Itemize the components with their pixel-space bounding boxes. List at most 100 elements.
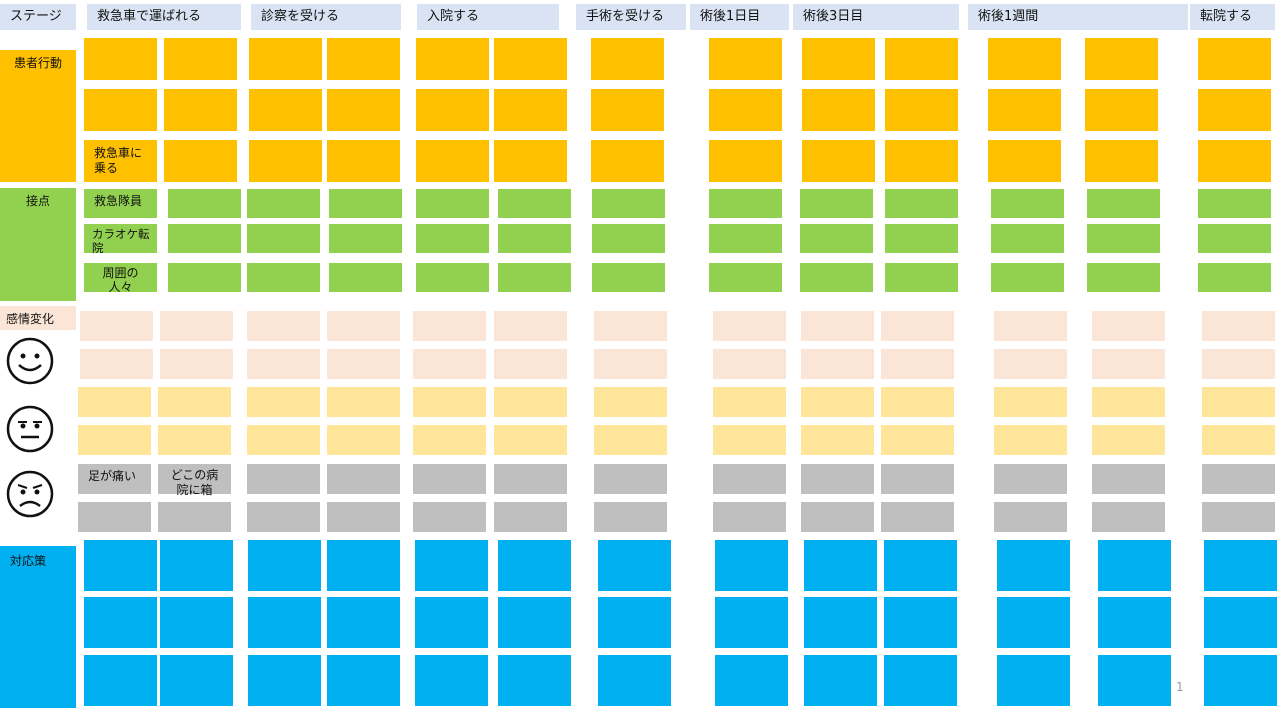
action-note[interactable] [249,89,322,131]
emotion-note[interactable] [881,464,954,494]
emotion-note[interactable] [881,502,954,532]
countermeasure-note[interactable] [84,540,157,591]
countermeasure-note[interactable] [598,597,671,648]
emotion-note[interactable] [994,502,1067,532]
action-note[interactable] [327,140,400,182]
countermeasure-note[interactable] [1204,655,1277,706]
action-note[interactable] [1085,38,1158,80]
emotion-note[interactable] [494,425,567,455]
countermeasure-note[interactable] [248,540,321,591]
countermeasure-note[interactable] [415,597,488,648]
emotion-note[interactable] [713,464,786,494]
emotion-note[interactable] [881,349,954,379]
emotion-note[interactable] [801,349,874,379]
action-note[interactable] [885,140,958,182]
emotion-note[interactable] [158,425,231,455]
action-note[interactable] [709,140,782,182]
action-note[interactable] [494,89,567,131]
touchpoint-note[interactable] [329,224,402,253]
countermeasure-note[interactable] [997,655,1070,706]
countermeasure-note[interactable] [715,655,788,706]
emotion-note[interactable] [247,311,320,341]
touchpoint-note[interactable] [592,263,665,292]
action-note[interactable] [416,38,489,80]
emotion-note[interactable] [994,387,1067,417]
emotion-note[interactable] [160,311,233,341]
emotion-note[interactable] [247,502,320,532]
countermeasure-note[interactable] [598,540,671,591]
action-note[interactable] [988,89,1061,131]
emotion-note[interactable] [413,502,486,532]
emotion-note[interactable] [1202,502,1275,532]
countermeasure-note[interactable] [997,540,1070,591]
countermeasure-note[interactable] [248,655,321,706]
action-note[interactable] [84,89,157,131]
emotion-note[interactable] [1202,311,1275,341]
emotion-note[interactable] [1092,349,1165,379]
action-note[interactable] [802,89,875,131]
action-note[interactable] [249,38,322,80]
action-note[interactable] [1085,140,1158,182]
emotion-note[interactable] [327,464,400,494]
emotion-note[interactable] [594,425,667,455]
emotion-note[interactable] [801,425,874,455]
emotion-note[interactable] [158,387,231,417]
countermeasure-note[interactable] [415,540,488,591]
emotion-note[interactable] [594,502,667,532]
countermeasure-note[interactable] [248,597,321,648]
emotion-note[interactable]: どこの病院に箱 [158,464,231,497]
countermeasure-note[interactable] [327,597,400,648]
countermeasure-note[interactable] [84,597,157,648]
emotion-note[interactable] [801,311,874,341]
countermeasure-note[interactable] [1098,540,1171,591]
emotion-note[interactable] [327,425,400,455]
touchpoint-note[interactable] [416,224,489,253]
action-note[interactable] [1198,89,1271,131]
emotion-note[interactable] [247,464,320,494]
action-note[interactable] [327,38,400,80]
emotion-note[interactable] [494,464,567,494]
touchpoint-note[interactable] [168,189,241,218]
emotion-note[interactable] [994,349,1067,379]
touchpoint-note[interactable] [709,263,782,292]
emotion-note[interactable] [247,387,320,417]
countermeasure-note[interactable] [1098,655,1171,706]
emotion-note[interactable] [494,502,567,532]
touchpoint-note[interactable] [592,189,665,218]
action-note[interactable] [164,140,237,182]
touchpoint-note[interactable] [991,224,1064,253]
emotion-note[interactable] [327,502,400,532]
touchpoint-note[interactable] [800,224,873,253]
touchpoint-note[interactable] [416,189,489,218]
emotion-note[interactable] [413,387,486,417]
touchpoint-note[interactable] [329,189,402,218]
action-note[interactable] [802,38,875,80]
countermeasure-note[interactable] [1204,540,1277,591]
emotion-note[interactable] [713,425,786,455]
action-note[interactable] [494,140,567,182]
touchpoint-note[interactable] [592,224,665,253]
emotion-note[interactable] [713,311,786,341]
action-note[interactable] [1198,140,1271,182]
action-note[interactable] [709,89,782,131]
countermeasure-note[interactable] [997,597,1070,648]
emotion-note[interactable] [1202,387,1275,417]
touchpoint-note[interactable] [800,189,873,218]
countermeasure-note[interactable] [327,540,400,591]
emotion-note[interactable] [801,387,874,417]
emotion-note[interactable] [994,464,1067,494]
emotion-note[interactable] [881,387,954,417]
emotion-note[interactable] [327,349,400,379]
touchpoint-note[interactable] [498,263,571,292]
touchpoint-note[interactable]: カラオケ転院 [84,224,157,255]
emotion-note[interactable] [881,311,954,341]
touchpoint-note[interactable] [168,224,241,253]
countermeasure-note[interactable] [84,655,157,706]
countermeasure-note[interactable] [884,655,957,706]
touchpoint-note[interactable] [1087,224,1160,253]
touchpoint-note[interactable] [1087,189,1160,218]
action-note[interactable] [494,38,567,80]
touchpoint-note[interactable] [1198,224,1271,253]
touchpoint-note[interactable] [709,189,782,218]
emotion-note[interactable] [1092,311,1165,341]
